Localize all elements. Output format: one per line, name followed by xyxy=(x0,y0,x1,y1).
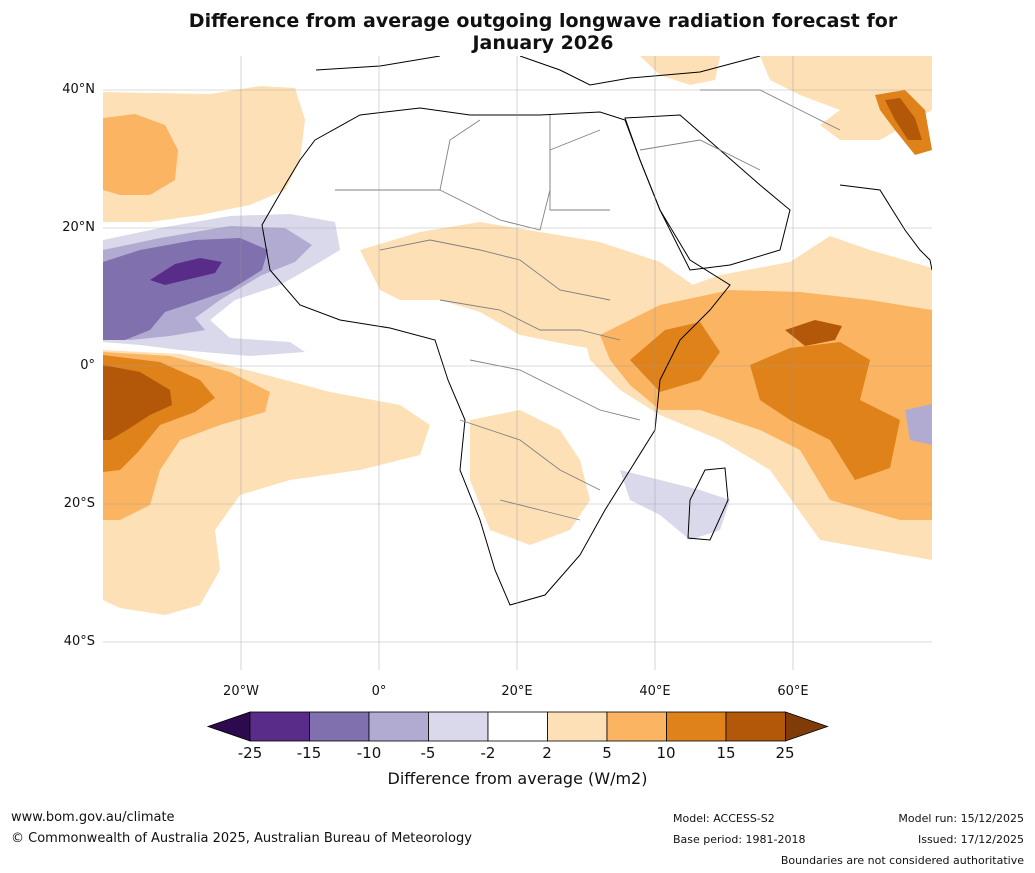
footer-model-run: Model run: 15/12/2025 xyxy=(898,812,1024,825)
map-plot-area xyxy=(103,56,932,670)
anomaly-region-south-atlantic-15to25 xyxy=(103,365,172,440)
footer-model: Model: ACCESS-S2 xyxy=(673,812,775,825)
colorbar-tick: 25 xyxy=(775,744,795,762)
madagascar-outline xyxy=(687,467,729,541)
europe-outline xyxy=(315,56,761,86)
colorbar-tick: 10 xyxy=(656,744,676,762)
lat-label-20s: 20°S xyxy=(63,496,95,511)
anomaly-region-southern-africa-2to5 xyxy=(470,410,590,545)
lon-label-0: 0° xyxy=(371,684,387,699)
footer-base-period: Base period: 1981-2018 xyxy=(673,833,806,846)
colorbar-tick: -15 xyxy=(296,744,322,762)
map-title: Difference from average outgoing longwav… xyxy=(0,10,1035,54)
colorbar-under-triangle xyxy=(206,711,251,742)
gridlines xyxy=(103,56,932,670)
footer-disclaimer: Boundaries are not considered authoritat… xyxy=(780,854,1024,867)
anomaly-region-north-atlantic-5to10 xyxy=(103,114,178,195)
country-borders xyxy=(335,89,841,521)
anomaly-region-tropical-atlantic-minus15to25 xyxy=(150,258,222,285)
india-outline xyxy=(839,184,932,271)
colorbar-title: Difference from average (W/m2) xyxy=(387,769,648,788)
lat-label-40n: 40°N xyxy=(62,82,95,97)
anomaly-region-middle-east-2to5 xyxy=(640,56,720,85)
lon-label-40e: 40°E xyxy=(639,684,671,699)
colorbar-tick: 5 xyxy=(602,744,612,762)
colorbar-tick: -2 xyxy=(480,744,496,762)
anomaly-region-himalaya-15to25 xyxy=(885,98,922,140)
map-title-line2: January 2026 xyxy=(472,32,614,54)
colorbar-bin xyxy=(547,711,608,742)
footer-copyright: © Commonwealth of Australia 2025, Austra… xyxy=(11,831,472,846)
africa-outline xyxy=(261,107,731,606)
colorbar xyxy=(206,711,829,742)
lon-label-20w: 20°W xyxy=(223,684,259,699)
arabia-outline xyxy=(624,114,791,271)
colorbar-tick: -10 xyxy=(356,744,382,762)
colorbar-tick: -5 xyxy=(420,744,436,762)
map-title-line1: Difference from average outgoing longwav… xyxy=(188,10,898,32)
anomaly-region-indian-ocean-10to15 xyxy=(630,322,900,480)
lat-label-20n: 20°N xyxy=(62,220,95,235)
colorbar-bin xyxy=(666,711,727,742)
lon-label-20e: 20°E xyxy=(501,684,533,699)
colorbar-bin xyxy=(249,711,310,742)
footer-issued: Issued: 17/12/2025 xyxy=(917,833,1024,846)
colorbar-over-triangle xyxy=(785,711,829,742)
colorbar-bin xyxy=(725,711,786,742)
anomaly-region-indian-ocean-15to25 xyxy=(785,320,842,346)
anomaly-region-madagascar-minus xyxy=(620,470,730,540)
colorbar-bin xyxy=(606,711,667,742)
anomaly-region-tropical-atlantic-minus10to15 xyxy=(103,238,268,340)
colorbar-bin xyxy=(309,711,370,742)
lat-label-0: 0° xyxy=(80,358,95,373)
lat-label-40s: 40°S xyxy=(63,634,95,649)
colorbar-tick: -25 xyxy=(237,744,263,762)
colorbar-bin xyxy=(487,711,548,742)
footer-website: www.bom.gov.au/climate xyxy=(11,810,175,825)
colorbar-tick: 2 xyxy=(542,744,552,762)
lon-label-60e: 60°E xyxy=(777,684,809,699)
colorbar-bin xyxy=(428,711,489,742)
colorbar-bin xyxy=(368,711,429,742)
colorbar-tick: 15 xyxy=(716,744,736,762)
anomaly-region-south-indian-minus xyxy=(905,404,932,445)
